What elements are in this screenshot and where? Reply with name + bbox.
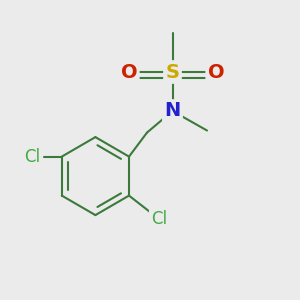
Text: O: O — [208, 62, 224, 82]
Text: O: O — [121, 62, 137, 82]
Text: N: N — [164, 101, 181, 121]
Text: Cl: Cl — [24, 148, 40, 166]
Text: S: S — [166, 62, 179, 82]
Text: Cl: Cl — [151, 210, 167, 228]
